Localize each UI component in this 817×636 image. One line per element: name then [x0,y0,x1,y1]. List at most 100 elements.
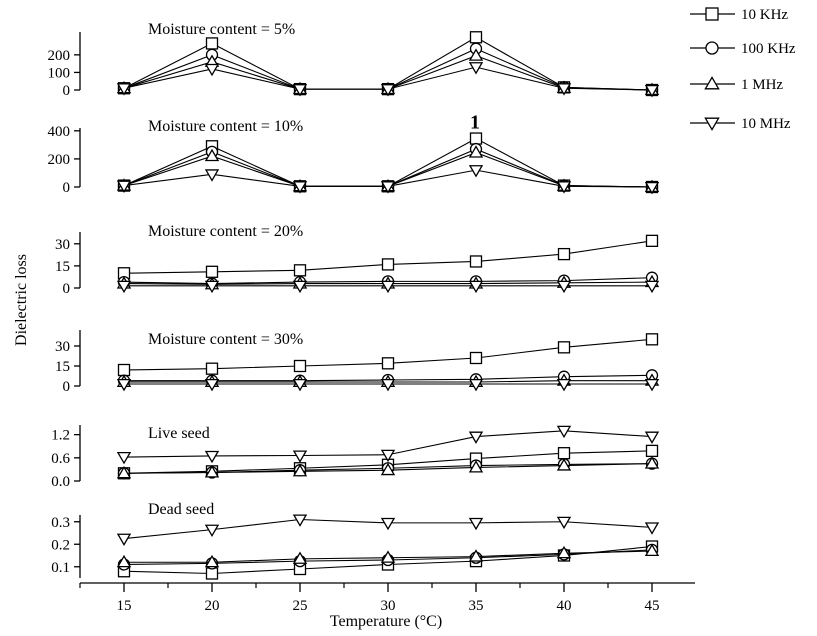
data-point [205,37,219,50]
data-point [469,255,483,268]
data-point [468,549,484,562]
data-point [116,452,132,465]
legend-label: 1 MHz [741,77,783,93]
data-point [292,280,308,294]
data-point [644,181,660,195]
data-point [644,280,660,294]
y-tick-label: 0 [63,83,71,99]
panel-title: Live seed [148,425,210,442]
legend-item-10-khz: 10 KHz [690,7,788,23]
panel-title: Moisture content = 20% [148,223,303,240]
data-point [116,465,132,479]
data-point [556,181,572,194]
data-point [204,524,220,537]
series-10-mhz [116,165,660,195]
data-point [204,63,220,77]
data-point [204,378,220,392]
data-point [557,447,571,460]
data-point [644,543,660,557]
y-tick-label: 15 [55,259,70,275]
data-point [469,132,483,145]
data-point [292,551,308,564]
data-point [380,280,396,294]
y-tick-label: 0 [63,180,71,196]
data-point [380,449,396,463]
data-point [292,514,308,527]
data-point [468,48,484,61]
data-point [204,169,220,182]
data-point [469,351,483,365]
legend-marker-icon [705,41,719,55]
data-point [645,333,659,346]
panel-3: 0 15 30 Moisture content = 20% [55,223,660,297]
legend-marker-icon [705,7,719,21]
series-10-mhz [116,514,660,546]
data-point [468,280,484,294]
x-tick-label: 25 [293,598,308,614]
series-10-mhz [116,280,660,294]
panel-4: 0 15 30 Moisture content = 30% [55,330,660,395]
y-tick-label: 0 [63,281,71,297]
data-point [469,31,483,44]
data-point [292,181,308,194]
data-point [644,456,660,469]
panel-title: Moisture content = 5% [148,21,295,38]
data-point [557,341,571,354]
x-tick-label: 20 [205,598,220,614]
data-point [644,378,660,392]
data-point [645,234,659,247]
data-point [380,462,396,476]
data-point [204,148,220,162]
data-point [292,378,308,392]
y-tick-label: 0.0 [51,474,70,490]
x-tick-label: 30 [381,598,396,614]
data-point [116,280,132,294]
panel-6: 0.1 0.2 0.3 Dead seed [51,501,660,580]
series-10-mhz [116,378,660,392]
y-tick-label: 200 [48,48,71,64]
data-point [381,357,395,370]
data-point [556,425,572,439]
data-point [556,545,572,559]
data-point [557,247,571,261]
series-10-mhz [116,425,660,465]
data-point [205,362,219,375]
legend-label: 10 KHz [741,7,788,23]
y-tick-label: 1.2 [51,428,70,444]
legend-label: 100 KHz [741,41,796,57]
series-1-mhz [116,543,660,568]
data-point [116,554,132,568]
data-point [292,463,308,477]
series-10-mhz [116,62,660,98]
series-1-mhz [116,456,660,479]
legend-marker-icon [704,117,720,131]
data-point [556,516,572,530]
data-point [293,264,307,277]
data-point [205,567,219,580]
y-tick-label: 0.6 [51,451,70,467]
data-point [205,265,219,278]
y-tick-label: 200 [48,152,71,168]
panel-2: 0 200 400 Moisture content = 10% 1 [48,112,660,196]
data-point [380,517,396,531]
series-10-khz [117,234,659,280]
y-tick-label: 30 [55,237,70,253]
panel-title: Dead seed [148,501,214,518]
x-axis: 15 20 25 30 35 40 45 [79,582,695,614]
legend-item-10-mhz: 10 MHz [690,116,791,132]
y-tick-label: 15 [55,359,70,375]
data-point [116,83,132,96]
y-tick-label: 0.3 [51,515,70,531]
y-tick-label: 30 [55,339,70,355]
x-tick-label: 15 [117,598,132,614]
data-point [380,84,396,97]
data-point [116,533,132,546]
data-point [644,431,660,444]
data-point [644,84,660,98]
x-axis-label: Temperature (°C) [330,613,442,630]
data-point [380,550,396,563]
data-point [380,378,396,392]
